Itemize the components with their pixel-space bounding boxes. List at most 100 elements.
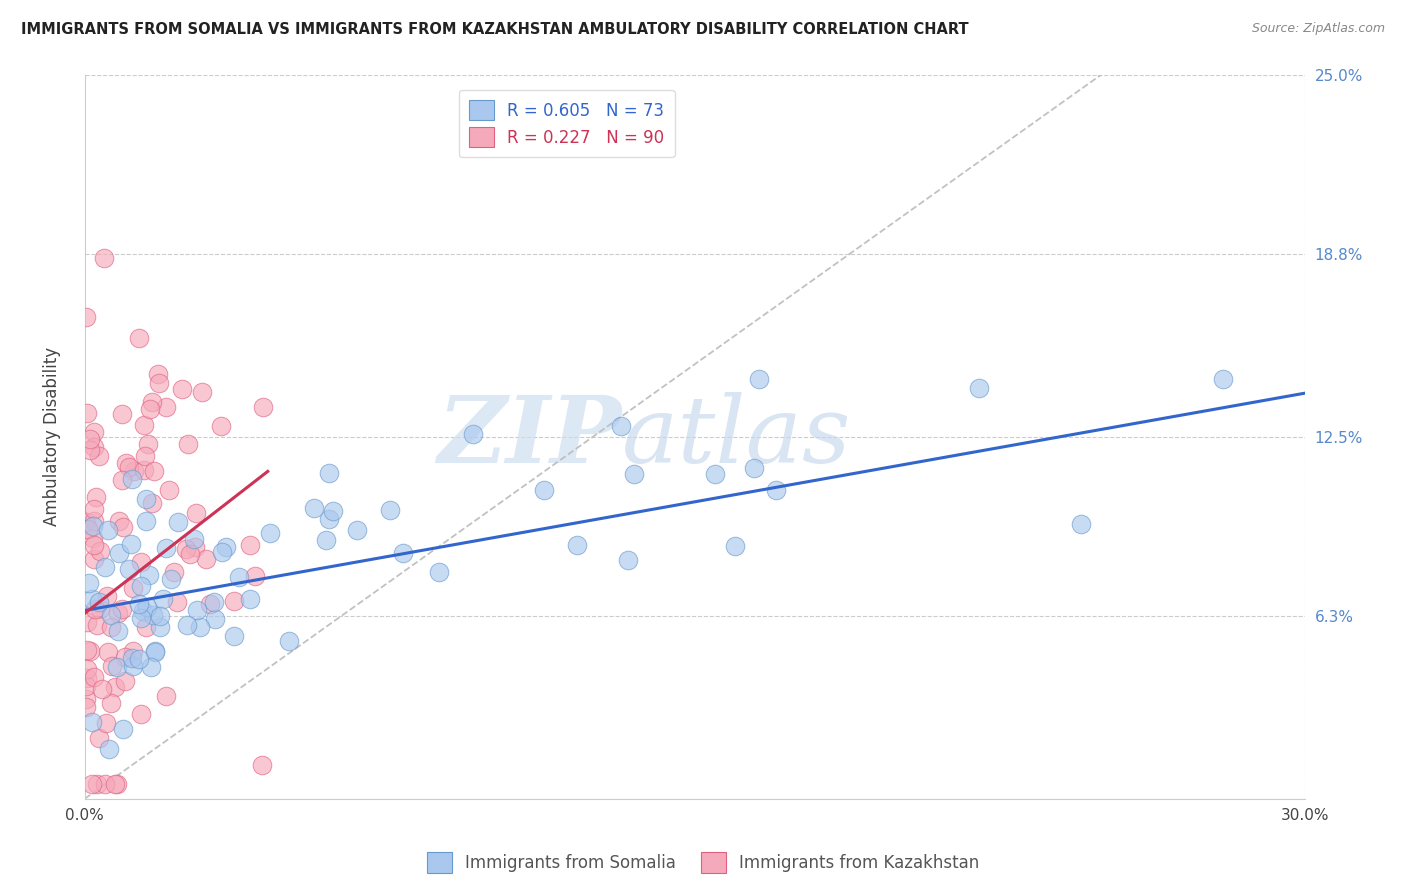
Point [121, 650, 143, 665]
Point [100, 608, 122, 623]
Point [83, 514, 105, 528]
Point [141, 496, 163, 510]
Point [186, 603, 208, 617]
Point [204, 612, 226, 626]
Point [115, 456, 138, 470]
Point [744, 461, 766, 475]
Point [82, 519, 104, 533]
Point [143, 645, 166, 659]
Point [98, 742, 121, 756]
Point [1070, 516, 1092, 531]
Point [142, 608, 165, 623]
Point [77, 522, 100, 536]
Point [114, 673, 136, 688]
Point [94, 715, 117, 730]
Point [104, 681, 127, 695]
Point [87, 731, 110, 745]
Point [617, 553, 640, 567]
Point [245, 568, 267, 582]
Point [128, 331, 150, 345]
Point [75, 700, 97, 714]
Point [120, 537, 142, 551]
Point [318, 512, 340, 526]
Point [105, 777, 128, 791]
Point [93, 251, 115, 265]
Point [83, 538, 105, 552]
Point [135, 620, 157, 634]
Point [239, 591, 262, 606]
Text: IMMIGRANTS FROM SOMALIA VS IMMIGRANTS FROM KAZAKHSTAN AMBULATORY DISABILITY CORR: IMMIGRANTS FROM SOMALIA VS IMMIGRANTS FR… [21, 22, 969, 37]
Point [122, 464, 145, 478]
Y-axis label: Ambulatory Disability: Ambulatory Disability [44, 347, 60, 526]
Point [83, 501, 105, 516]
Point [100, 620, 122, 634]
Point [138, 568, 160, 582]
Point [149, 608, 172, 623]
Point [101, 658, 124, 673]
Point [215, 540, 238, 554]
Point [139, 659, 162, 673]
Point [176, 437, 198, 451]
Point [84, 490, 107, 504]
Point [155, 689, 177, 703]
Point [114, 649, 136, 664]
Point [136, 437, 159, 451]
Point [80, 777, 103, 791]
Point [108, 546, 131, 560]
Point [149, 620, 172, 634]
Point [83, 441, 105, 455]
Point [135, 514, 157, 528]
Point [112, 519, 135, 533]
Point [174, 541, 197, 556]
Point [75, 515, 97, 529]
Point [259, 526, 281, 541]
Point [76, 615, 98, 630]
Point [128, 597, 150, 611]
Point [135, 491, 157, 506]
Point [183, 532, 205, 546]
Point [194, 552, 217, 566]
Point [134, 449, 156, 463]
Point [79, 443, 101, 458]
Point [108, 514, 131, 528]
Point [104, 777, 127, 791]
Point [136, 600, 159, 615]
Point [122, 658, 145, 673]
Point [97, 523, 120, 537]
Point [79, 643, 101, 657]
Point [724, 539, 747, 553]
Legend: Immigrants from Somalia, Immigrants from Kazakhstan: Immigrants from Somalia, Immigrants from… [420, 846, 986, 880]
Point [1212, 372, 1234, 386]
Point [83, 425, 105, 440]
Point [239, 538, 262, 552]
Text: Source: ZipAtlas.com: Source: ZipAtlas.com [1251, 22, 1385, 36]
Point [969, 381, 991, 395]
Point [250, 758, 273, 772]
Point [86, 618, 108, 632]
Point [121, 472, 143, 486]
Point [170, 382, 193, 396]
Point [76, 672, 98, 686]
Point [167, 515, 190, 529]
Point [128, 652, 150, 666]
Point [211, 545, 233, 559]
Point [160, 573, 183, 587]
Point [277, 634, 299, 648]
Point [76, 642, 98, 657]
Point [132, 418, 155, 433]
Point [93, 777, 115, 791]
Legend: R = 0.605   N = 73, R = 0.227   N = 90: R = 0.605 N = 73, R = 0.227 N = 90 [460, 90, 675, 157]
Point [122, 581, 145, 595]
Point [111, 473, 134, 487]
Point [132, 604, 155, 618]
Point [82, 592, 104, 607]
Point [75, 310, 97, 324]
Point [202, 595, 225, 609]
Point [222, 594, 245, 608]
Point [159, 483, 181, 497]
Point [252, 400, 274, 414]
Point [378, 503, 401, 517]
Point [391, 546, 413, 560]
Point [198, 597, 221, 611]
Point [141, 394, 163, 409]
